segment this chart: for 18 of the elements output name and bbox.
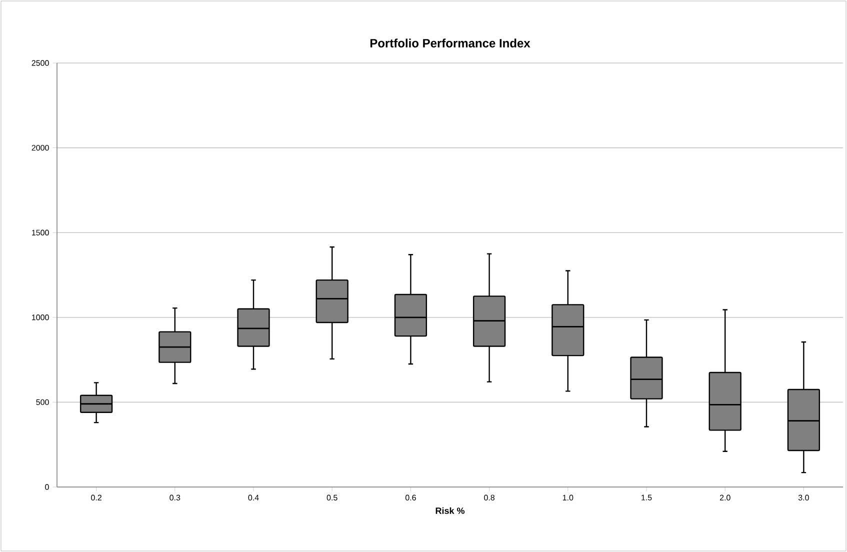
y-tick-label: 1500	[32, 230, 49, 236]
x-tick-label: 0.5	[326, 494, 338, 500]
x-tick-label: 2.0	[720, 494, 730, 500]
x-tick-label: 0.6	[405, 494, 416, 500]
y-tick-label: 0	[45, 484, 49, 490]
y-tick-label: 500	[36, 399, 49, 406]
y-tick-label: 2000	[32, 144, 49, 151]
x-tick-label: 0.3	[170, 494, 180, 500]
y-tick-label: 2500	[32, 60, 49, 66]
x-tick-label: 0.2	[91, 494, 102, 500]
chart-title: Portfolio Performance Index	[370, 38, 530, 48]
x-axis-title: Risk %	[436, 507, 465, 514]
x-tick-label: 0.4	[248, 494, 259, 500]
x-tick-label: 3.0	[798, 494, 809, 500]
y-tick-label: 1000	[32, 314, 49, 320]
x-tick-label: 0.8	[484, 494, 495, 500]
x-tick-label: 1.0	[562, 494, 574, 500]
x-tick-label: 1.5	[642, 494, 652, 500]
